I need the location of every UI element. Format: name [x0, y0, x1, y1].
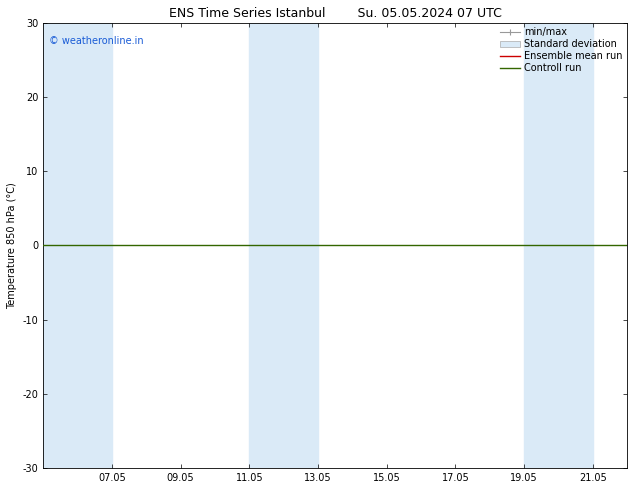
- Legend: min/max, Standard deviation, Ensemble mean run, Controll run: min/max, Standard deviation, Ensemble me…: [498, 25, 624, 75]
- Title: ENS Time Series Istanbul        Su. 05.05.2024 07 UTC: ENS Time Series Istanbul Su. 05.05.2024 …: [169, 7, 501, 20]
- Bar: [524, 23, 593, 468]
- Bar: [249, 23, 318, 468]
- Bar: [43, 23, 112, 468]
- Text: © weatheronline.in: © weatheronline.in: [49, 36, 144, 46]
- Y-axis label: Temperature 850 hPa (°C): Temperature 850 hPa (°C): [7, 182, 17, 309]
